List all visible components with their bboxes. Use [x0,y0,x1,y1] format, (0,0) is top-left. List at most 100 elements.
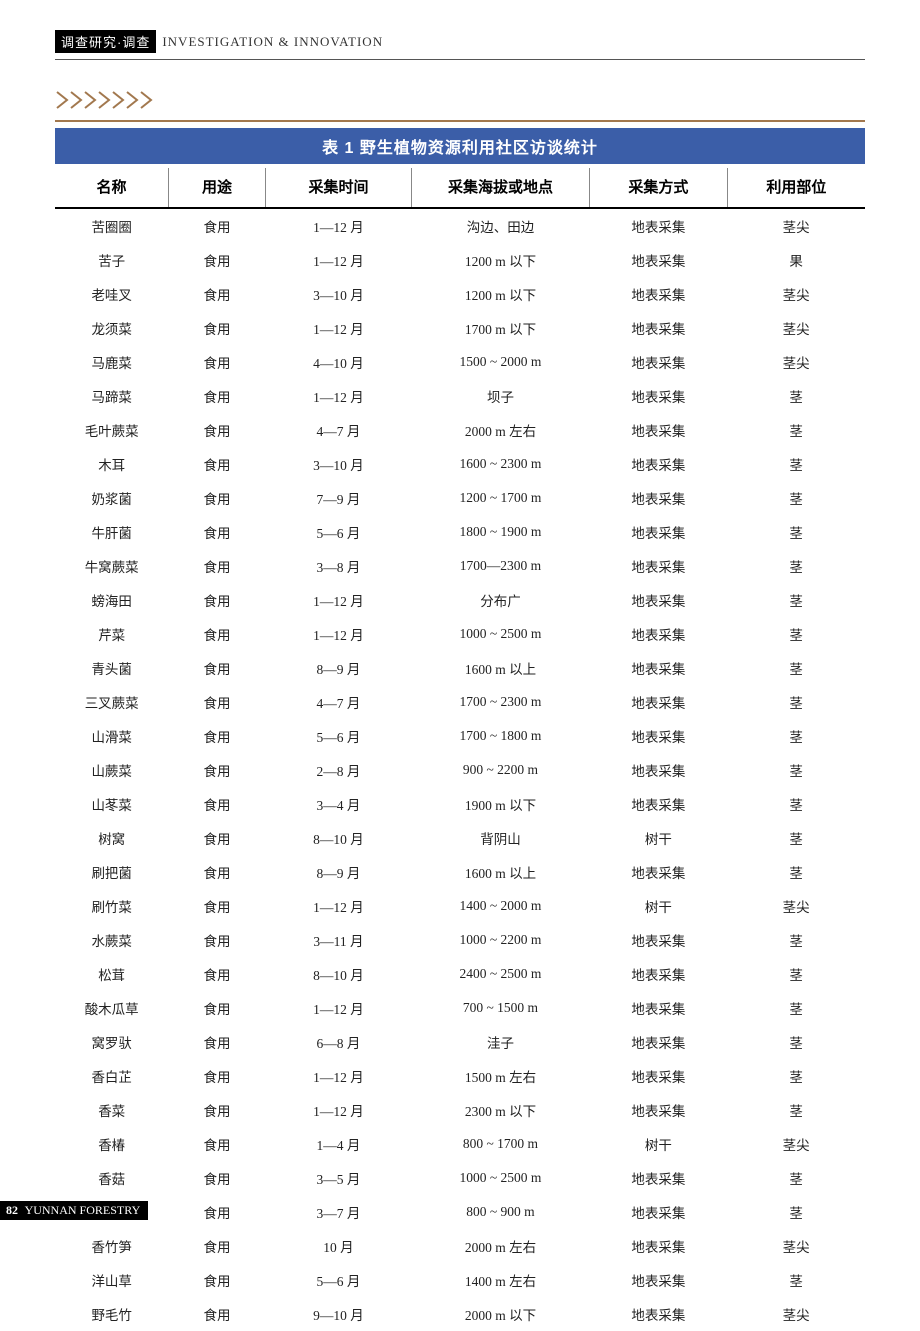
table-cell: 4—10 月 [266,345,412,379]
table-cell: 1400 m 左右 [411,1263,589,1297]
table-cell: 9—10 月 [266,1297,412,1331]
table-cell: 沟边、田边 [411,208,589,243]
table-cell: 地表采集 [590,753,728,787]
table-cell: 1000 ~ 2500 m [411,617,589,651]
table-cell: 茎 [727,1161,865,1195]
table-cell: 茎 [727,481,865,515]
table-cell: 食用 [168,1093,265,1127]
table-cell: 食用 [168,617,265,651]
table-cell: 毛叶蕨菜 [55,413,168,447]
table-cell: 茎 [727,685,865,719]
table-cell: 地表采集 [590,1229,728,1263]
table-cell: 地表采集 [590,1297,728,1331]
table-cell: 3—10 月 [266,277,412,311]
table-cell: 地表采集 [590,651,728,685]
page: 调查研究·调查 INVESTIGATION & INNOVATION 表 1 野… [0,0,920,1246]
table-cell: 茎 [727,447,865,481]
table-cell: 3—11 月 [266,923,412,957]
table-cell: 1200 ~ 1700 m [411,481,589,515]
table-cell: 地表采集 [590,685,728,719]
table-cell: 1—12 月 [266,889,412,923]
table-cell: 牛窝蕨菜 [55,549,168,583]
table-cell: 茎 [727,821,865,855]
col-header: 利用部位 [727,168,865,208]
table-cell: 食用 [168,583,265,617]
table-row: 山滑菜食用5—6 月1700 ~ 1800 m地表采集茎 [55,719,865,753]
section-label-en: INVESTIGATION & INNOVATION [162,34,383,50]
table-cell: 龙须菜 [55,311,168,345]
table-cell: 茎 [727,855,865,889]
table-row: 毛叶蕨菜食用4—7 月2000 m 左右地表采集茎 [55,413,865,447]
table-row: 香蕨菜食用3—7 月800 ~ 900 m地表采集茎 [55,1195,865,1229]
table-cell: 1600 m 以上 [411,651,589,685]
table-cell: 地表采集 [590,923,728,957]
table-row: 青头菌食用8—9 月1600 m 以上地表采集茎 [55,651,865,685]
table-cell: 食用 [168,1263,265,1297]
table-cell: 苦子 [55,243,168,277]
journal-name: YUNNAN FORESTRY [25,1203,141,1217]
table-cell: 5—6 月 [266,515,412,549]
table-cell: 食用 [168,208,265,243]
table-cell: 食用 [168,1161,265,1195]
table-cell: 茎 [727,719,865,753]
table-cell: 树干 [590,889,728,923]
data-table: 名称用途采集时间采集海拔或地点采集方式利用部位 苦圈圈食用1—12 月沟边、田边… [55,168,865,1331]
col-header: 采集方式 [590,168,728,208]
table-cell: 食用 [168,1195,265,1229]
table-cell: 食用 [168,345,265,379]
table-cell: 食用 [168,515,265,549]
table-cell: 分布广 [411,583,589,617]
table-cell: 900 ~ 2200 m [411,753,589,787]
table-cell: 青头菌 [55,651,168,685]
table-cell: 2—8 月 [266,753,412,787]
table-cell: 水蕨菜 [55,923,168,957]
table-row: 三叉蕨菜食用4—7 月1700 ~ 2300 m地表采集茎 [55,685,865,719]
table-cell: 马蹄菜 [55,379,168,413]
table-cell: 野毛竹 [55,1297,168,1331]
table-cell: 食用 [168,1127,265,1161]
table-cell: 8—10 月 [266,957,412,991]
table-cell: 食用 [168,379,265,413]
table-row: 芹菜食用1—12 月1000 ~ 2500 m地表采集茎 [55,617,865,651]
table-cell: 食用 [168,481,265,515]
table-cell: 8—9 月 [266,651,412,685]
table-cell: 1000 ~ 2500 m [411,1161,589,1195]
table-row: 牛肝菌食用5—6 月1800 ~ 1900 m地表采集茎 [55,515,865,549]
table-cell: 茎尖 [727,345,865,379]
table-cell: 1—12 月 [266,379,412,413]
table-cell: 地表采集 [590,855,728,889]
table-cell: 1—4 月 [266,1127,412,1161]
table-cell: 山苳菜 [55,787,168,821]
table-cell: 茎 [727,787,865,821]
table-cell: 地表采集 [590,243,728,277]
table-cell: 700 ~ 1500 m [411,991,589,1025]
col-header: 用途 [168,168,265,208]
table-cell: 茎尖 [727,1229,865,1263]
table-cell: 1—12 月 [266,1059,412,1093]
table-cell: 奶浆菌 [55,481,168,515]
table-cell: 2400 ~ 2500 m [411,957,589,991]
table-cell: 3—7 月 [266,1195,412,1229]
banner-title: 表 1 野生植物资源利用社区访谈统计 [322,140,598,157]
table-cell: 茎尖 [727,208,865,243]
table-cell: 食用 [168,311,265,345]
table-cell: 食用 [168,753,265,787]
table-row: 窝罗驮食用6—8 月洼子地表采集茎 [55,1025,865,1059]
table-cell: 香菇 [55,1161,168,1195]
table-cell: 食用 [168,923,265,957]
table-cell: 食用 [168,991,265,1025]
table-cell: 食用 [168,889,265,923]
table-cell: 刷把菌 [55,855,168,889]
table-cell: 3—5 月 [266,1161,412,1195]
table-cell: 1—12 月 [266,991,412,1025]
table-cell: 食用 [168,651,265,685]
table-cell: 1700 ~ 1800 m [411,719,589,753]
table-cell: 茎 [727,923,865,957]
table-cell: 茎 [727,413,865,447]
table-cell: 食用 [168,549,265,583]
table-row: 牛窝蕨菜食用3—8 月1700—2300 m地表采集茎 [55,549,865,583]
table-cell: 2000 m 左右 [411,413,589,447]
table-cell: 食用 [168,1297,265,1331]
table-cell: 三叉蕨菜 [55,685,168,719]
table-cell: 地表采集 [590,991,728,1025]
